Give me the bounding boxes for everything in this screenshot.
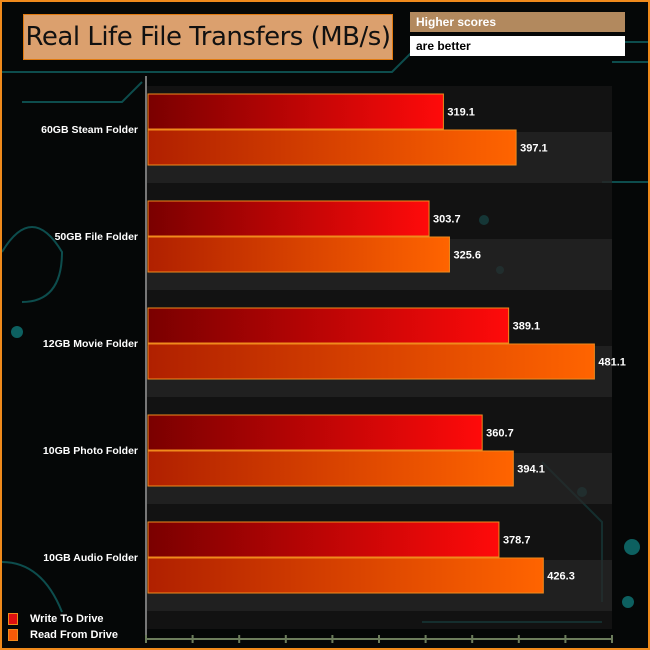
legend-label-read: Read From Drive <box>30 629 119 641</box>
note-higher-scores: Higher scores <box>410 12 625 32</box>
bar-read <box>147 343 595 380</box>
legend-swatch-read <box>8 629 18 641</box>
data-label: 378.7 <box>503 535 531 547</box>
category-label: 10GB Photo Folder <box>43 445 138 457</box>
bar-write <box>147 414 483 451</box>
legend-item-read: Read From Drive <box>8 629 118 641</box>
legend-swatch-write <box>8 613 18 625</box>
category-label: 10GB Audio Folder <box>43 552 138 564</box>
bar-read <box>147 129 517 166</box>
category-label: 60GB Steam Folder <box>41 124 138 136</box>
bar-read <box>147 236 450 273</box>
note-are-better: are better <box>410 36 625 56</box>
category-label: 12GB Movie Folder <box>43 338 138 350</box>
bar-write <box>147 307 510 344</box>
data-label: 389.1 <box>513 321 541 333</box>
bar-write <box>147 521 500 558</box>
data-label: 426.3 <box>547 571 575 583</box>
data-label: 397.1 <box>520 143 548 155</box>
data-label: 319.1 <box>447 107 475 119</box>
chart-title: Real Life File Transfers (MB/s) <box>23 14 393 60</box>
data-label: 303.7 <box>433 214 461 226</box>
data-label: 325.6 <box>453 250 481 262</box>
data-label: 481.1 <box>598 357 626 369</box>
bar-write <box>147 200 430 237</box>
data-label: 360.7 <box>486 428 514 440</box>
legend-item-write: Write To Drive <box>8 613 104 625</box>
category-label: 50GB File Folder <box>55 231 138 243</box>
data-label: 394.1 <box>517 464 545 476</box>
bar-read <box>147 450 514 487</box>
legend-label-write: Write To Drive <box>30 613 104 625</box>
bar-write <box>147 93 444 130</box>
bar-read <box>147 557 544 594</box>
